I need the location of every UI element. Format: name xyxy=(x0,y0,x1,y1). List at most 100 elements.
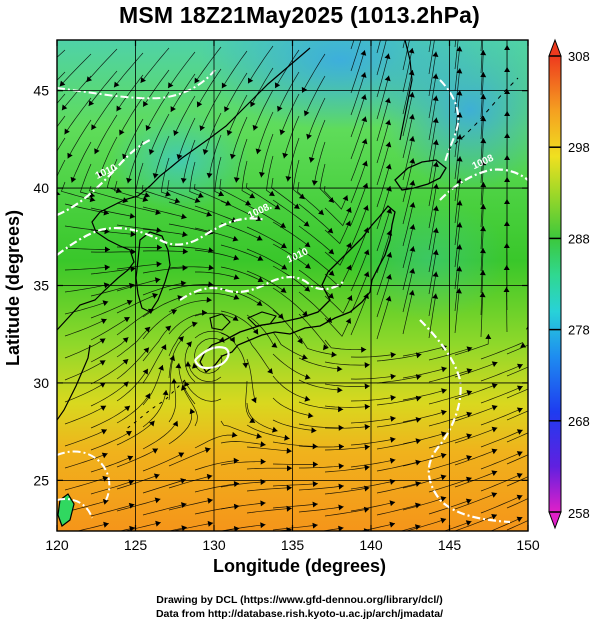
streamline-arrow xyxy=(386,274,392,280)
streamline xyxy=(310,119,326,163)
streamline-arrow xyxy=(517,385,523,392)
streamline-arrow xyxy=(88,100,95,106)
streamline xyxy=(57,159,66,195)
streamline-arrow xyxy=(480,182,487,188)
streamline xyxy=(454,222,461,268)
colorbar-tick-label: 288 xyxy=(568,231,590,246)
streamline-arrow xyxy=(409,180,416,186)
streamline xyxy=(194,460,239,471)
streamline xyxy=(272,441,318,447)
streamline xyxy=(64,266,110,271)
streamline xyxy=(350,94,366,138)
streamline-arrow xyxy=(99,338,106,344)
streamline-arrow xyxy=(303,110,310,117)
streamline-arrow xyxy=(503,221,510,226)
streamline xyxy=(64,429,108,447)
streamline-arrow xyxy=(409,158,416,164)
streamline-arrow xyxy=(385,141,392,148)
streamline-arrow xyxy=(169,355,175,362)
streamline xyxy=(246,507,292,514)
isobar-contours xyxy=(57,69,528,524)
streamline xyxy=(350,40,362,72)
streamline xyxy=(76,523,109,531)
streamline xyxy=(194,483,240,493)
streamline xyxy=(402,40,410,71)
streamline xyxy=(323,185,348,210)
streamline-arrow xyxy=(206,296,212,303)
streamline xyxy=(298,506,344,513)
streamline xyxy=(90,316,130,341)
streamline xyxy=(231,116,248,160)
streamline-arrow xyxy=(152,448,158,454)
streamline xyxy=(194,249,240,260)
streamline xyxy=(90,504,135,517)
streamline-arrow xyxy=(441,409,447,416)
streamline xyxy=(64,301,109,315)
streamline-arrow xyxy=(327,227,334,234)
streamline-arrow xyxy=(274,82,281,89)
streamline-arrow xyxy=(126,177,132,184)
streamline xyxy=(116,326,151,358)
streamline xyxy=(214,156,225,197)
streamline-arrow xyxy=(485,334,492,339)
streamline-arrow xyxy=(145,124,152,131)
streamline-arrow xyxy=(224,106,230,112)
streamline xyxy=(170,73,196,113)
streamline xyxy=(402,246,414,291)
streamline xyxy=(168,245,214,252)
streamline-arrow xyxy=(251,397,257,403)
streamline xyxy=(90,455,134,473)
streamline xyxy=(480,182,484,228)
streamline xyxy=(428,271,437,317)
streamline-arrow xyxy=(185,361,191,367)
streamline-arrow xyxy=(363,271,370,278)
streamline xyxy=(272,463,319,465)
streamline-arrow xyxy=(312,501,318,508)
streamline xyxy=(220,222,263,241)
streamline xyxy=(245,380,256,424)
streamline xyxy=(402,224,414,269)
streamline-arrow xyxy=(61,104,68,111)
streamline xyxy=(221,50,248,89)
streamline xyxy=(246,358,257,404)
streamline-arrow xyxy=(99,382,106,388)
wind-streamlines xyxy=(57,40,528,531)
streamline xyxy=(113,52,144,88)
streamline xyxy=(480,50,484,96)
streamline-arrow xyxy=(256,433,262,439)
streamline xyxy=(194,434,238,449)
streamline xyxy=(187,361,222,382)
streamline xyxy=(272,503,318,509)
streamline-arrow xyxy=(189,408,196,415)
streamline xyxy=(168,322,198,357)
streamline xyxy=(428,51,437,97)
streamline xyxy=(324,405,370,408)
streamline-arrow xyxy=(208,247,214,253)
streamline xyxy=(116,448,159,468)
streamline xyxy=(402,114,414,159)
streamline xyxy=(224,72,248,113)
streamline-arrow xyxy=(207,497,213,504)
streamline xyxy=(324,242,352,266)
streamline xyxy=(283,115,300,159)
colorbar-tick-label: 278 xyxy=(568,323,590,338)
streamline xyxy=(324,361,370,366)
streamline-arrow xyxy=(480,94,487,100)
streamline xyxy=(324,426,370,429)
streamline xyxy=(194,46,222,84)
streamline xyxy=(443,521,472,531)
colorbar-min-arrow xyxy=(548,511,562,530)
streamline xyxy=(480,364,523,382)
streamline xyxy=(194,312,239,322)
streamline xyxy=(272,397,314,417)
streamline-arrow xyxy=(86,76,92,82)
streamline xyxy=(350,205,368,248)
streamline xyxy=(246,336,273,375)
streamline-arrow xyxy=(165,325,171,332)
streamline xyxy=(142,282,187,296)
credit-data: Data from http://database.rish.kyoto-u.a… xyxy=(155,608,444,620)
streamline-arrow xyxy=(516,516,523,523)
streamline xyxy=(428,369,473,383)
streamline xyxy=(428,434,473,449)
streamline-arrow xyxy=(233,274,240,280)
